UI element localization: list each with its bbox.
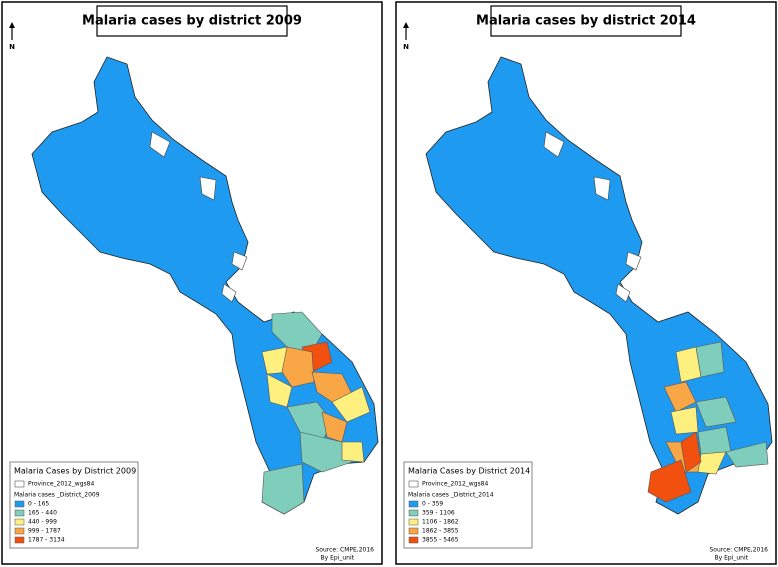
district — [697, 451, 727, 475]
title-box — [96, 5, 288, 37]
legend: Malaria Cases by District 2009 Province_2… — [9, 461, 139, 549]
unmapped-district — [221, 283, 237, 303]
north-label: N — [9, 43, 15, 51]
district — [341, 441, 365, 463]
district — [261, 463, 305, 515]
legend-title: Malaria Cases by District 2014 — [408, 467, 530, 476]
map-title: Malaria cases by district 2009 — [82, 14, 302, 29]
district — [725, 441, 769, 468]
legend-swatch — [14, 500, 25, 508]
legend-swatch — [14, 518, 25, 526]
district — [697, 426, 732, 455]
map-panel: Malaria cases by district 2009 N Malaria C… — [1, 1, 383, 565]
legend-label: 3855 - 5465 — [422, 537, 459, 544]
unmapped-district — [615, 283, 631, 303]
unmapped-district — [199, 176, 217, 201]
legend-swatch — [408, 500, 419, 508]
legend-layer: Province_2012_wgs84 — [422, 481, 488, 488]
map-title: Malaria cases by district 2014 — [476, 14, 696, 29]
legend-swatch — [14, 509, 25, 517]
source-note: Source: CMPE,2016 — [710, 547, 769, 554]
credit-note: By Epi_unit — [715, 555, 749, 562]
legend-label: 165 - 440 — [28, 510, 57, 517]
legend: Malaria Cases by District 2014 Province_2… — [403, 461, 533, 549]
legend-swatch — [14, 480, 25, 488]
legend-label: 359 - 1106 — [422, 510, 455, 517]
legend-box — [403, 461, 533, 549]
credit-note: By Epi_unit — [321, 555, 355, 562]
district — [299, 431, 353, 473]
legend-swatch — [14, 536, 25, 544]
legend-label: 0 - 359 — [422, 501, 443, 508]
unmapped-district — [231, 251, 248, 271]
north-label: N — [403, 43, 409, 51]
unmapped-district — [625, 251, 642, 271]
legend-swatch — [408, 518, 419, 526]
legend-label: 999 - 1787 — [28, 528, 61, 535]
unmapped-district — [593, 176, 611, 201]
legend-swatch — [408, 509, 419, 517]
legend-swatch — [408, 480, 419, 488]
legend-label: 0 - 165 — [28, 501, 49, 508]
legend-field: Malaria cases _District_2014 — [408, 492, 494, 499]
unmapped-district — [543, 131, 565, 158]
legend-field: Malaria cases _District_2009 — [14, 492, 100, 499]
district — [680, 431, 702, 473]
district — [647, 459, 692, 503]
legend-title: Malaria Cases by District 2009 — [14, 467, 136, 476]
district — [695, 396, 737, 428]
legend-label: 440 - 999 — [28, 519, 57, 526]
district — [281, 346, 315, 388]
legend-swatch — [408, 527, 419, 535]
north-arrow-head — [403, 22, 409, 28]
legend-label: 1862 - 3855 — [422, 528, 459, 535]
legend-label: 1787 - 3134 — [28, 537, 65, 544]
district — [695, 341, 725, 378]
legend-layer: Province_2012_wgs84 — [28, 481, 94, 488]
legend-swatch — [14, 527, 25, 535]
legend-label: 1106 - 1862 — [422, 519, 459, 526]
district — [670, 406, 699, 435]
source-note: Source: CMPE,2016 — [316, 547, 375, 554]
district — [331, 386, 371, 423]
unmapped-district — [149, 131, 171, 158]
legend-swatch — [408, 536, 419, 544]
title-box — [490, 5, 682, 37]
legend-box — [9, 461, 139, 549]
north-arrow-head — [9, 22, 15, 28]
map-panel: Malaria cases by district 2014 N Malaria C… — [395, 1, 777, 565]
